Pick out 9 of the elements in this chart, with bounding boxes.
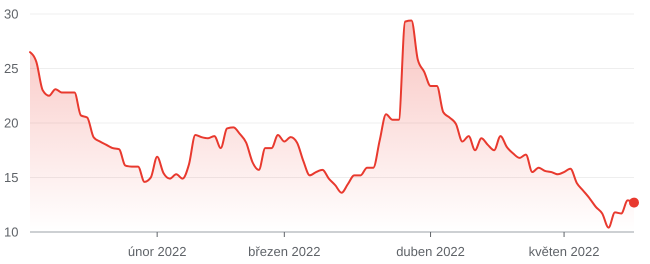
y-tick-label: 20 [4, 116, 18, 131]
x-tick-label: březen 2022 [248, 244, 320, 259]
y-tick-label: 15 [4, 170, 18, 186]
x-tick-label: duben 2022 [396, 244, 465, 259]
x-tick-label: květen 2022 [528, 244, 600, 259]
y-tick-label: 30 [4, 6, 18, 22]
x-tick-label: únor 2022 [128, 244, 186, 259]
y-tick-label: 25 [4, 61, 18, 76]
y-tick-label: 10 [4, 224, 18, 240]
